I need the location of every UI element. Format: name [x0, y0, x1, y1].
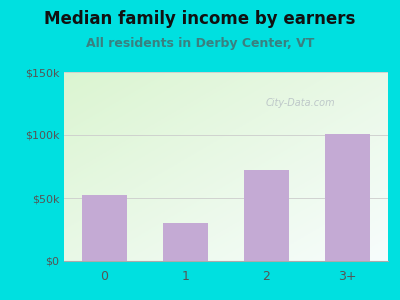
Bar: [82, 196, 127, 261]
Bar: [244, 170, 289, 261]
Bar: [163, 223, 208, 261]
Text: All residents in Derby Center, VT: All residents in Derby Center, VT: [86, 38, 314, 50]
Text: Median family income by earners: Median family income by earners: [44, 11, 356, 28]
Text: City-Data.com: City-Data.com: [266, 98, 335, 108]
Bar: [325, 134, 370, 261]
